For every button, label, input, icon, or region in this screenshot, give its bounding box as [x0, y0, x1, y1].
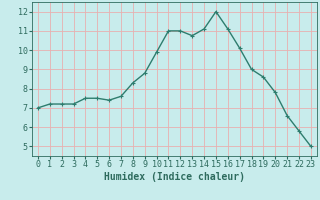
X-axis label: Humidex (Indice chaleur): Humidex (Indice chaleur) — [104, 172, 245, 182]
